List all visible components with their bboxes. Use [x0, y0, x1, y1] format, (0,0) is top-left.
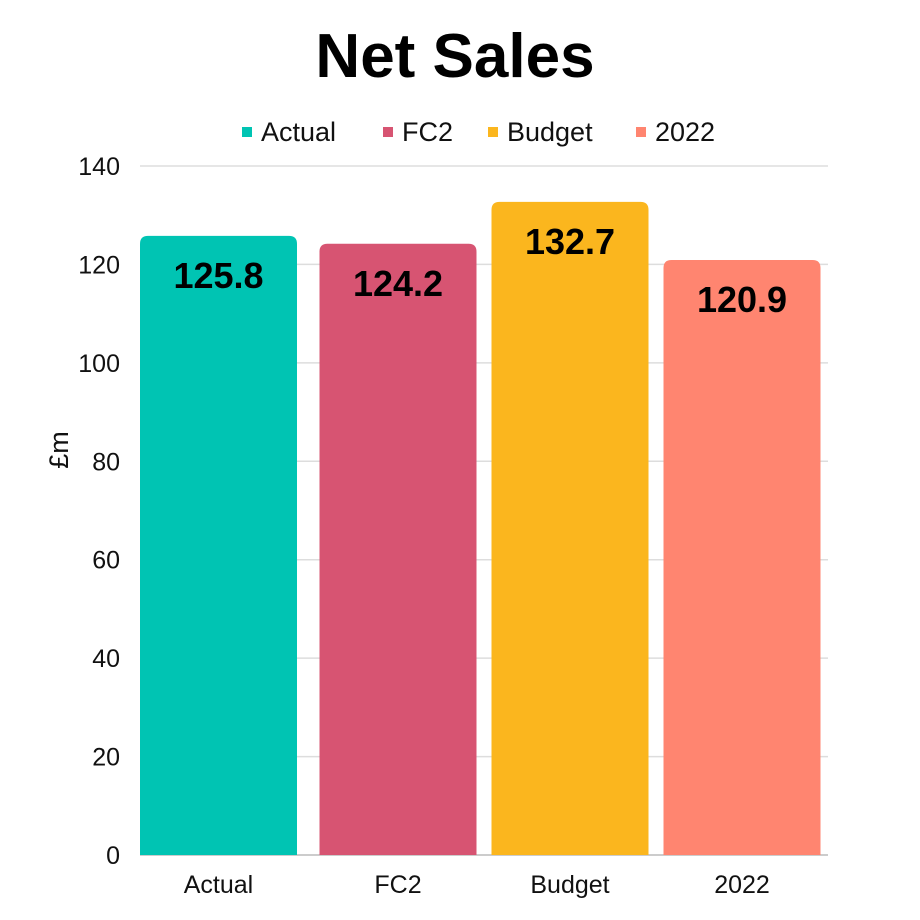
legend-label: Budget [507, 117, 593, 147]
legend-swatch [383, 127, 393, 137]
legend-swatch [636, 127, 646, 137]
bar-2022 [663, 259, 821, 856]
data-label: 120.9 [697, 279, 787, 320]
y-tick-label: 0 [106, 842, 120, 870]
bar-actual [140, 235, 297, 856]
legend-label: FC2 [402, 117, 453, 147]
data-label: 124.2 [353, 263, 443, 304]
x-tick-label: Actual [184, 871, 253, 899]
y-axis-ticks: 0 20 40 60 80 100 120 140 [78, 153, 120, 870]
y-tick-label: 80 [92, 448, 120, 476]
bar-fc2 [319, 243, 477, 856]
y-tick-label: 60 [92, 547, 120, 575]
legend-swatch [242, 127, 252, 137]
x-tick-label: Budget [530, 871, 609, 899]
legend-label: 2022 [655, 117, 715, 147]
y-tick-label: 140 [78, 153, 120, 181]
chart-title: Net Sales [315, 22, 594, 91]
y-tick-label: 120 [78, 251, 120, 279]
legend: Actual FC2 Budget 2022 [242, 117, 715, 147]
y-tick-label: 100 [78, 350, 120, 378]
x-tick-label: FC2 [374, 871, 421, 899]
bars: 125.8 124.2 132.7 120.9 [140, 201, 821, 856]
legend-label: Actual [261, 117, 336, 147]
legend-swatch [488, 127, 498, 137]
data-label: 132.7 [525, 221, 615, 262]
data-label: 125.8 [173, 255, 263, 296]
bar-budget [491, 201, 649, 856]
y-tick-label: 40 [92, 645, 120, 673]
x-tick-label: 2022 [714, 871, 770, 899]
x-axis-categories: Actual FC2 Budget 2022 [184, 871, 770, 899]
y-tick-label: 20 [92, 744, 120, 772]
y-axis-label: £m [44, 431, 74, 469]
